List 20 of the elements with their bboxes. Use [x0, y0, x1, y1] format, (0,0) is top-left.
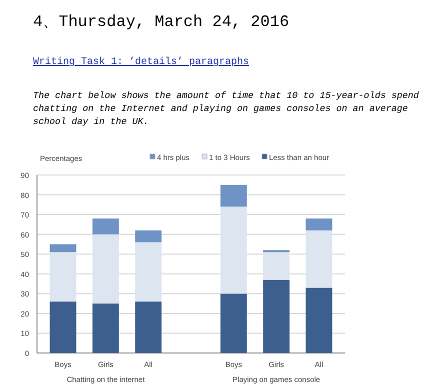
bar [92, 218, 119, 234]
bar [92, 304, 119, 353]
text: The chart below shows the amount of time that 10 to 15-year-olds spend chatting on the Internet and playing on games consoles on an average school day in the UK. [33, 90, 420, 127]
bar [92, 234, 119, 304]
bar [306, 288, 332, 353]
bar [135, 242, 162, 302]
bar [135, 230, 162, 242]
chart-title: 4、Thursday, March 24, 2016 [33, 13, 290, 31]
bar [50, 302, 76, 353]
bar [220, 184, 247, 207]
bar [306, 230, 332, 288]
bar [220, 294, 247, 353]
bar [50, 252, 76, 302]
bar [263, 280, 290, 353]
bar [135, 302, 162, 353]
bar [220, 206, 247, 294]
chart-subtitle: Writing Task 1: ’details’ paragraphs [33, 56, 250, 68]
bar [306, 218, 332, 230]
bar [50, 244, 76, 252]
bar [263, 252, 290, 280]
